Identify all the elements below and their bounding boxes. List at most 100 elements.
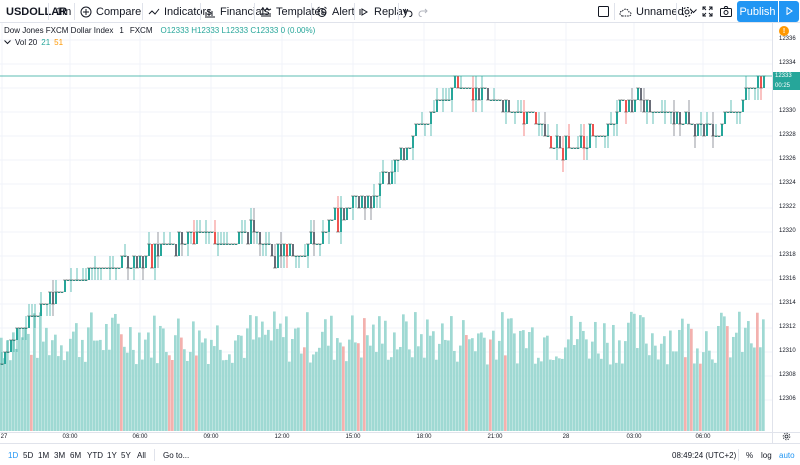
alert-badge[interactable]: ! xyxy=(779,26,789,36)
volume-bar xyxy=(657,359,660,431)
volume-bar xyxy=(516,363,519,431)
chart-legend: Dow Jones FXCM Dollar Index 1 FXCM O1233… xyxy=(4,26,315,35)
candle-body xyxy=(388,172,390,184)
goto-button[interactable]: Go to... xyxy=(163,444,189,465)
fullscreen-button[interactable] xyxy=(702,0,713,23)
range-button-3m[interactable]: 3M xyxy=(54,450,66,460)
price-chart[interactable] xyxy=(0,23,772,432)
candle-body xyxy=(649,100,651,112)
candle-body xyxy=(274,256,276,268)
candle-body xyxy=(244,232,246,233)
volume-bar xyxy=(615,362,618,431)
candle-body xyxy=(229,244,231,245)
candle-body xyxy=(706,124,708,136)
volume-bar xyxy=(54,334,57,431)
volume-bar xyxy=(684,357,687,431)
candle-body xyxy=(139,256,141,268)
financials-button[interactable]: Financials xyxy=(204,0,270,23)
candle-body xyxy=(565,136,567,160)
settings-button[interactable] xyxy=(681,0,693,23)
range-button-5d[interactable]: 5D xyxy=(23,450,34,460)
candle-body xyxy=(589,124,591,148)
price-axis-label: 12312 xyxy=(779,324,796,330)
candle-body xyxy=(316,244,318,245)
volume-bar xyxy=(522,330,525,431)
range-button-1y[interactable]: 1Y xyxy=(107,450,117,460)
volume-bar xyxy=(567,339,570,431)
candle-body xyxy=(109,268,111,269)
volume-bar xyxy=(561,358,564,431)
volume-bar xyxy=(12,332,15,431)
log-scale-button[interactable]: log xyxy=(761,444,772,465)
range-button-1d[interactable]: 1D xyxy=(8,450,19,460)
time-axis[interactable]: 27 03:00 06:00 09:00 12:00 15:00 18:00 21:00 28 0… xyxy=(0,432,772,443)
candle-body xyxy=(607,124,609,136)
toolbar-divider xyxy=(614,3,615,20)
templates-button[interactable]: Templates xyxy=(260,0,326,23)
log-label: log xyxy=(761,450,772,460)
square-icon xyxy=(598,6,609,17)
volume-bar xyxy=(75,323,78,431)
snapshot-button[interactable] xyxy=(720,0,732,23)
candle-body xyxy=(142,256,144,268)
range-button-6m[interactable]: 6M xyxy=(70,450,82,460)
publish-dropdown-button[interactable] xyxy=(779,1,799,22)
candle-body xyxy=(181,232,183,244)
chevron-down-icon[interactable] xyxy=(4,38,11,47)
range-button-5y[interactable]: 5Y xyxy=(121,450,131,460)
chart-settings-corner[interactable] xyxy=(772,432,800,443)
fullscreen-toggle-button[interactable] xyxy=(598,0,609,23)
toolbar-divider xyxy=(738,449,739,461)
volume-bar xyxy=(63,360,66,431)
volume-bar xyxy=(126,352,129,431)
alert-button[interactable]: Alert xyxy=(316,0,355,23)
range-button-all[interactable]: All xyxy=(137,450,146,460)
time-axis-label: 09:00 xyxy=(203,434,219,440)
volume-bar xyxy=(372,324,375,431)
candle-body xyxy=(754,88,756,89)
price-axis-label: 12318 xyxy=(779,252,796,258)
candle-body xyxy=(724,112,726,124)
volume-bar xyxy=(291,339,294,431)
volume-bar xyxy=(348,339,351,431)
indicators-button[interactable]: Indicators xyxy=(148,0,212,23)
percent-scale-button[interactable]: % xyxy=(746,444,753,465)
volume-bar xyxy=(228,354,231,431)
volume-bar xyxy=(105,323,108,431)
volume-bar xyxy=(21,337,24,431)
candle-body xyxy=(397,160,399,161)
candle-body xyxy=(130,268,132,269)
volume-bar xyxy=(585,339,588,431)
volume-bar xyxy=(0,337,3,431)
candle-body xyxy=(49,292,51,304)
volume-legend[interactable]: Vol 20 21 51 xyxy=(4,38,63,47)
candle-body xyxy=(685,112,687,124)
volume-bar xyxy=(582,330,585,431)
auto-scale-button[interactable]: auto xyxy=(779,444,795,465)
undo-button[interactable] xyxy=(403,0,413,23)
toolbar-divider xyxy=(398,3,399,20)
candle-body xyxy=(730,112,732,113)
compare-button[interactable]: Compare xyxy=(80,0,141,23)
volume-bar xyxy=(720,312,723,431)
candle-body xyxy=(733,112,735,113)
redo-button[interactable] xyxy=(418,0,428,23)
toolbar-divider xyxy=(74,3,75,20)
replay-button[interactable]: Replay xyxy=(358,0,408,23)
volume-bar xyxy=(612,324,615,431)
timezone-button[interactable]: 08:49:24 (UTC+2) xyxy=(672,444,736,465)
chart-grid xyxy=(0,23,772,432)
volume-bar xyxy=(45,327,48,431)
range-button-1m[interactable]: 1M xyxy=(38,450,50,460)
publish-button[interactable]: Publish xyxy=(737,1,778,22)
candle-body xyxy=(460,88,462,89)
symbol-search-button[interactable]: USDOLLAR xyxy=(6,0,67,23)
range-button-ytd[interactable]: YTD xyxy=(87,450,103,460)
volume-bar xyxy=(255,316,258,431)
volume-bar xyxy=(489,339,492,431)
volume-bar xyxy=(222,360,225,431)
interval-button[interactable]: 1m xyxy=(56,0,71,23)
candle-body xyxy=(718,136,720,137)
volume-bar xyxy=(216,325,219,431)
candle-body xyxy=(82,280,84,281)
